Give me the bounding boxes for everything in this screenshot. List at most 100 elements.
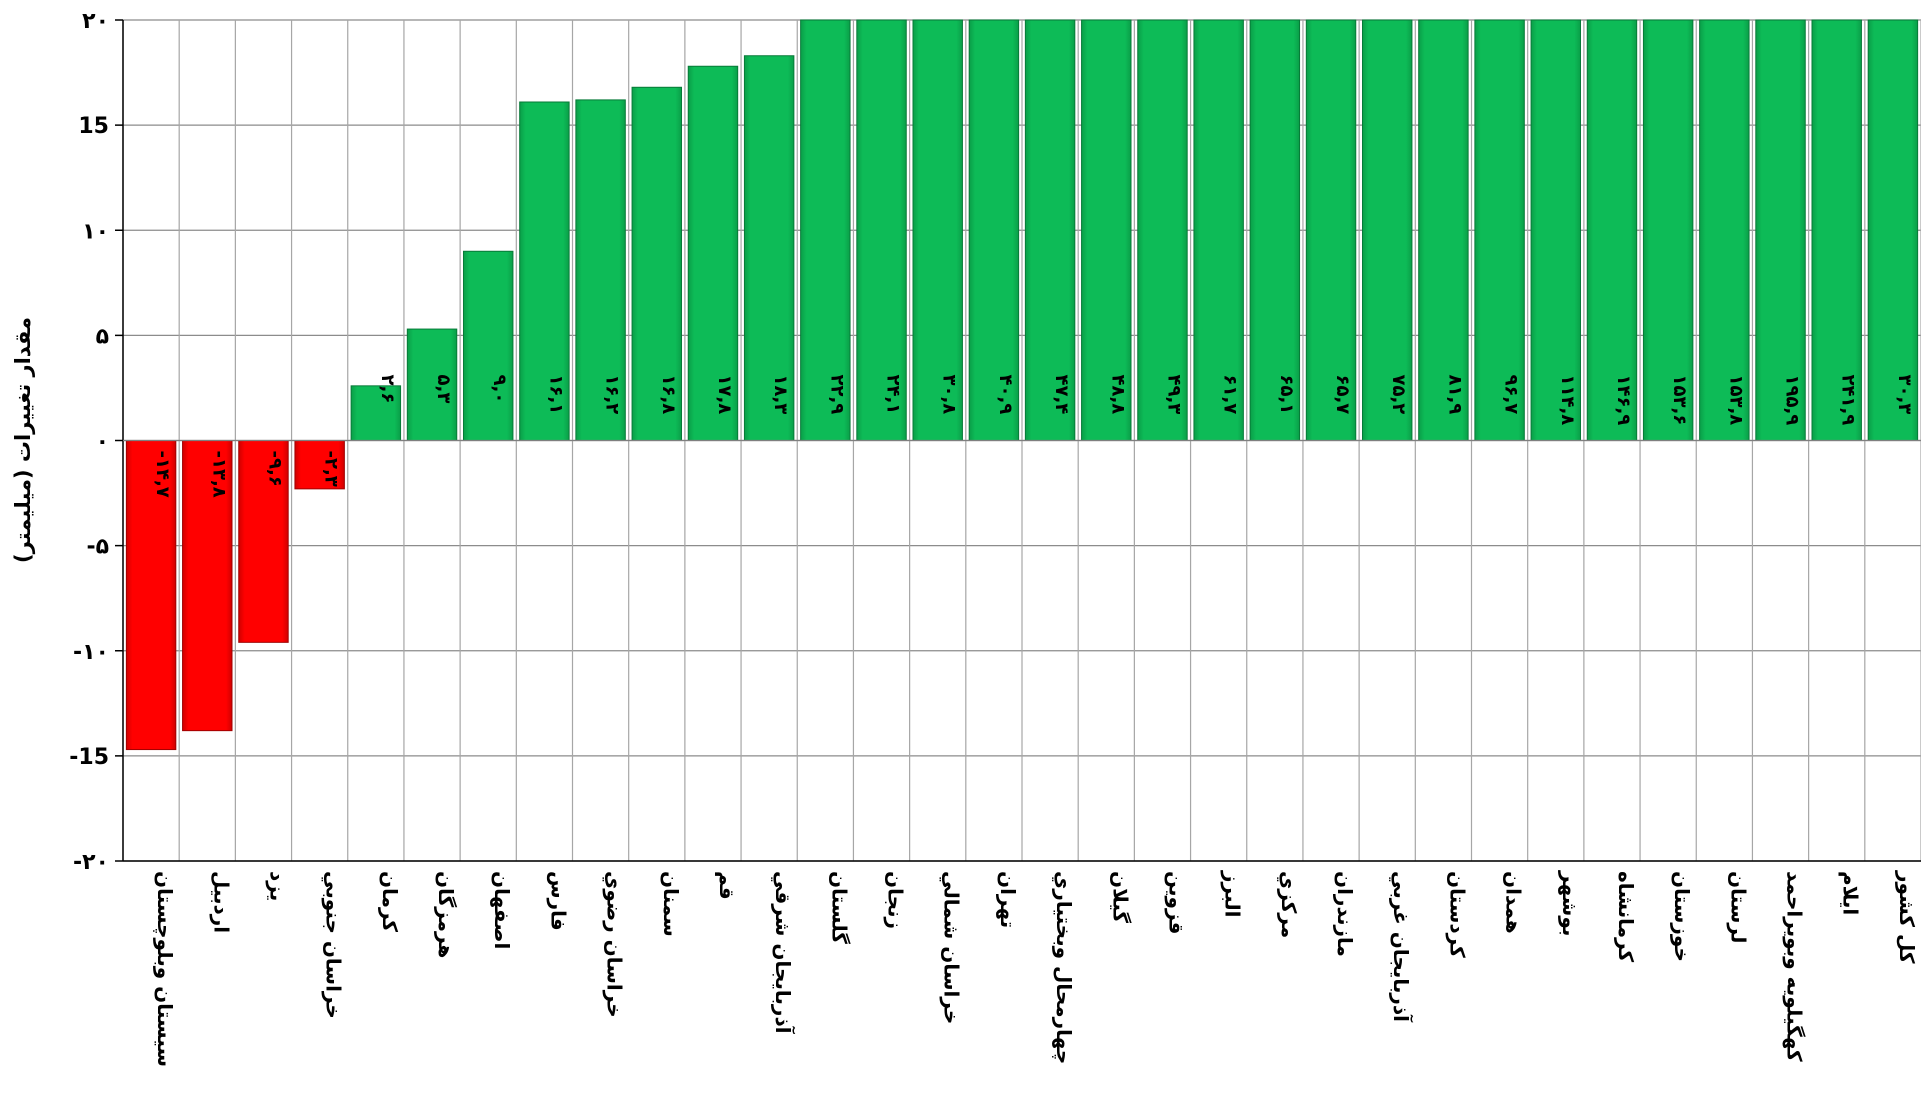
data-label-15: ۳۰,۸ — [939, 375, 960, 415]
category-label-1: سيستان وبلوچستان — [152, 871, 177, 1067]
category-label-14: زنجان — [884, 871, 908, 929]
category-label-13: گلستان — [827, 871, 851, 944]
y-tick-label: ۵ — [96, 324, 109, 349]
y-axis-title: مقدار تغییرات (میلیمتر) — [11, 317, 35, 563]
category-label-12: آذربايجان شرقي — [770, 871, 796, 1035]
bar-7 — [462, 250, 514, 441]
y-tick-label: -۲۰ — [73, 850, 109, 875]
data-label-18: ۴۸,۸ — [1107, 375, 1128, 415]
data-label-17: ۴۷,۴ — [1051, 375, 1072, 415]
y-tick-label: -۱۰ — [73, 640, 109, 665]
bar-28 — [1642, 19, 1694, 441]
data-label-1: -۱۴,۷ — [152, 451, 173, 498]
bar-15 — [912, 19, 963, 441]
bar-3 — [238, 440, 289, 643]
data-label-20: ۶۱,۷ — [1220, 375, 1241, 415]
category-label-23: آذربايجان غربي — [1388, 871, 1414, 1023]
category-label-27: كرمانشاه — [1614, 871, 1638, 963]
bar-26 — [1530, 19, 1582, 441]
bar-10 — [631, 86, 683, 441]
category-label-28: خوزستان — [1670, 871, 1694, 962]
category-label-32: كل كشور — [1895, 870, 1919, 964]
category-label-20: البرز — [1221, 870, 1245, 917]
data-label-5: ۲,۶ — [377, 375, 398, 404]
category-label-25: همدان — [1502, 871, 1526, 934]
data-label-10: ۱۶,۸ — [658, 375, 679, 415]
category-label-29: لرستان — [1726, 871, 1750, 943]
data-label-3: -۹,۶ — [264, 451, 285, 487]
bar-16 — [968, 19, 1020, 441]
bar-24 — [1418, 19, 1469, 441]
category-label-10: سمنان — [659, 871, 683, 937]
category-label-21: مركزي — [1276, 871, 1301, 938]
category-label-7: اصفهان — [490, 871, 514, 949]
category-label-2: اردبيل — [209, 871, 233, 933]
data-label-23: ۷۵,۲ — [1388, 375, 1409, 415]
y-tick-label: -۵ — [86, 535, 109, 560]
data-label-8: ۱۶,۱ — [545, 375, 566, 415]
bars — [125, 19, 1919, 751]
category-label-17: چهارمحال وبختياري — [1051, 871, 1076, 1064]
data-label-27: ۱۴۶,۹ — [1613, 375, 1634, 426]
axes — [115, 19, 1921, 862]
bar-5 — [350, 385, 402, 441]
data-label-30: ۱۹۵,۹ — [1782, 375, 1803, 426]
category-label-15: خراسان شمالي — [939, 871, 964, 1024]
data-label-19: ۴۹,۳ — [1163, 375, 1184, 415]
data-label-11: ۱۷,۸ — [714, 375, 735, 415]
y-tick-label: ۲۰ — [82, 9, 109, 34]
bar-12 — [743, 55, 795, 442]
data-label-21: ۶۵,۱ — [1276, 375, 1297, 415]
category-label-30: كهگيلويه وبويراحمد — [1783, 871, 1807, 1062]
data-label-25: ۹۶,۷ — [1501, 375, 1522, 415]
data-label-2: -۱۳,۸ — [208, 451, 229, 498]
bar-27 — [1586, 19, 1638, 441]
bar-17 — [1024, 19, 1076, 441]
bar-2 — [182, 440, 233, 732]
category-label-11: قم — [715, 871, 739, 900]
category-label-26: بوشهر — [1558, 870, 1582, 936]
data-label-9: ۱۶,۲ — [602, 375, 623, 415]
category-label-3: يزد — [265, 871, 289, 901]
category-label-5: كرمان — [378, 871, 402, 932]
category-label-6: هرمزگان — [434, 871, 458, 958]
data-label-16: ۴۰,۹ — [995, 375, 1016, 415]
data-label-6: ۵,۳ — [433, 375, 454, 404]
bar-9 — [575, 99, 626, 442]
data-label-12: ۱۸,۳ — [770, 375, 791, 415]
category-label-16: تهران — [996, 871, 1020, 928]
data-label-7: ۹,۰ — [489, 375, 510, 404]
bar-6 — [406, 328, 458, 442]
category-label-19: قزوين — [1164, 871, 1188, 934]
data-label-22: ۶۵,۷ — [1332, 375, 1353, 415]
data-label-13: ۲۲,۹ — [826, 375, 847, 415]
bar-18 — [1081, 19, 1132, 441]
data-label-26: ۱۱۴,۸ — [1557, 375, 1578, 426]
bar-20 — [1193, 19, 1244, 441]
bar-14 — [856, 19, 907, 441]
data-label-29: ۱۵۳,۸ — [1725, 375, 1746, 426]
y-tick-label: -15 — [69, 745, 109, 770]
bar-22 — [1305, 19, 1357, 441]
y-tick-label: ۰ — [96, 430, 109, 455]
bar-31 — [1811, 19, 1862, 441]
bar-8 — [519, 101, 570, 441]
category-label-18: گيلان — [1108, 871, 1132, 923]
bar-11 — [687, 65, 739, 441]
bar-32 — [1867, 19, 1919, 441]
bar-25 — [1474, 19, 1525, 441]
bar-21 — [1249, 19, 1301, 441]
category-label-4: خراسان جنوبي — [321, 871, 346, 1019]
data-label-14: ۲۴,۱ — [883, 375, 904, 415]
y-tick-label: ۱۰ — [82, 219, 109, 244]
category-label-31: ايلام — [1839, 871, 1863, 915]
data-label-32: ۳۰,۳ — [1894, 375, 1915, 415]
data-label-28: ۱۵۳,۶ — [1669, 375, 1690, 426]
data-label-24: ۸۱,۹ — [1444, 375, 1465, 415]
data-label-31: ۲۴۱,۹ — [1838, 375, 1859, 426]
category-label-9: خراسان رضوي — [602, 871, 627, 1018]
y-tick-label: 15 — [78, 114, 109, 139]
data-label-4: -۲,۳ — [321, 451, 342, 487]
